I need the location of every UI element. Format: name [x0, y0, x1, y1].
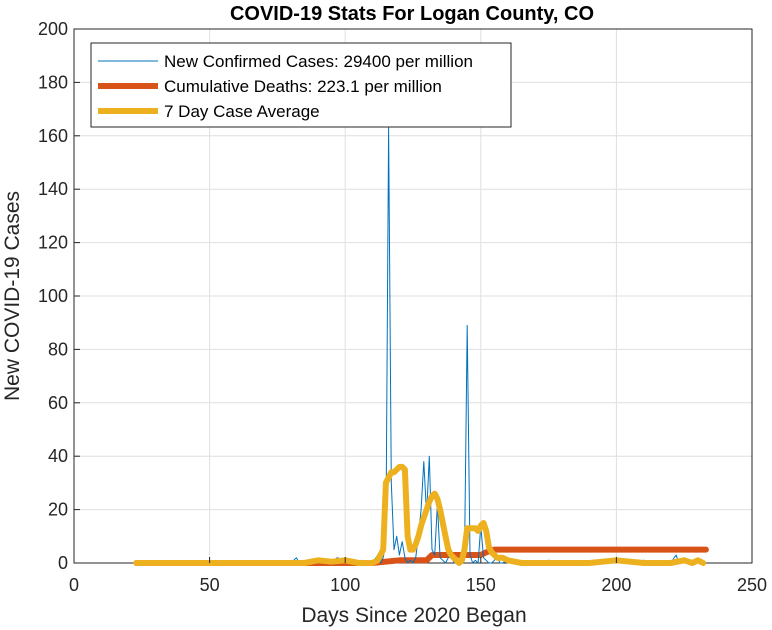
y-tick-label: 100 [38, 286, 68, 306]
legend-box [90, 42, 512, 128]
x-tick-label: 250 [737, 575, 767, 595]
x-tick-label: 0 [69, 575, 79, 595]
tick-labels: 0 50 100 150 200 250 0 20 40 60 80 100 120 140 160 180 2… [38, 19, 767, 595]
x-tick-label: 200 [601, 575, 631, 595]
y-axis-title: New COVID-19 Cases [1, 191, 24, 401]
y-tick-label: 20 [48, 500, 68, 520]
y-tick-label: 120 [38, 233, 68, 253]
y-tick-label: 200 [38, 19, 68, 39]
x-tick-label: 150 [466, 575, 496, 595]
y-tick-label: 140 [38, 179, 68, 199]
x-axis-title: Days Since 2020 Began [301, 604, 526, 627]
legend-label-7day-average: 7 Day Case Average [164, 102, 320, 121]
x-tick-label: 100 [330, 575, 360, 595]
legend-label-new-cases: New Confirmed Cases: 29400 per million [164, 52, 473, 71]
y-tick-label: 80 [48, 339, 68, 359]
series-line-7day-average [133, 463, 707, 566]
y-tick-label: 60 [48, 393, 68, 413]
y-tick-label: 160 [38, 126, 68, 146]
chart-title: COVID-19 Stats For Logan County, CO [230, 3, 594, 25]
y-tick-label: 180 [38, 72, 68, 92]
legend: New Confirmed Cases: 29400 per million C… [90, 42, 512, 128]
y-tick-label: 40 [48, 446, 68, 466]
legend-label-deaths: Cumulative Deaths: 223.1 per million [164, 77, 442, 96]
series-group [133, 127, 709, 566]
y-tick-label: 0 [58, 553, 68, 573]
x-tick-label: 50 [200, 575, 220, 595]
